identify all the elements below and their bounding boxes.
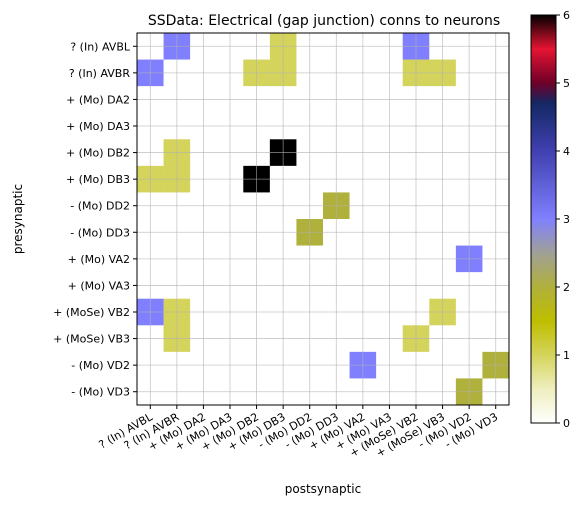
x-tick-labels: ? (In) AVBL? (In) AVBR+ (Mo) DA2+ (Mo) D… [97,405,500,460]
y-tick-label: - (Mo) DD2 [70,200,130,213]
y-tick-label: + (Mo) VA2 [68,253,130,266]
colorbar-tick-label: 6 [563,9,570,22]
colorbar-tick-label: 1 [563,349,570,362]
heatmap-grid [137,33,509,405]
y-tick-label: + (MoSe) VB3 [53,333,130,346]
colorbar-tick-label: 5 [563,77,570,90]
chart-title: SSData: Electrical (gap junction) conns … [148,13,500,29]
colorbar [530,14,557,424]
y-tick-label: + (Mo) VA3 [68,279,130,292]
y-tick-label: ? (In) AVBL [70,40,131,53]
y-tick-label: - (Mo) VD2 [71,359,130,372]
y-tick-labels: ? (In) AVBL ? (In) AVBR + (Mo) DA2 + (Mo) D… [53,40,137,399]
y-tick-label: + (Mo) DA2 [66,93,130,106]
plot-frame [136,32,510,406]
colorbar-tick-label: 2 [563,281,570,294]
colorbar-tick-label: 3 [563,213,570,226]
y-tick-label: + (Mo) DB3 [66,173,130,186]
x-axis-label: postsynaptic [285,482,361,496]
y-axis-label: presynaptic [11,184,25,254]
y-tick-label: + (Mo) DA3 [66,120,130,133]
y-tick-label: - (Mo) DD3 [70,226,130,239]
colorbar-tick-label: 0 [563,417,570,430]
colorbar-ticks: 0 1 2 3 4 5 6 [556,9,570,430]
colorbar-tick-label: 4 [563,145,570,158]
y-tick-label: ? (In) AVBR [69,67,131,80]
heatmap-cells [137,33,510,406]
y-tick-label: + (Mo) DB2 [66,147,130,160]
y-tick-label: - (Mo) VD3 [71,386,130,399]
y-tick-label: + (MoSe) VB2 [53,306,130,319]
